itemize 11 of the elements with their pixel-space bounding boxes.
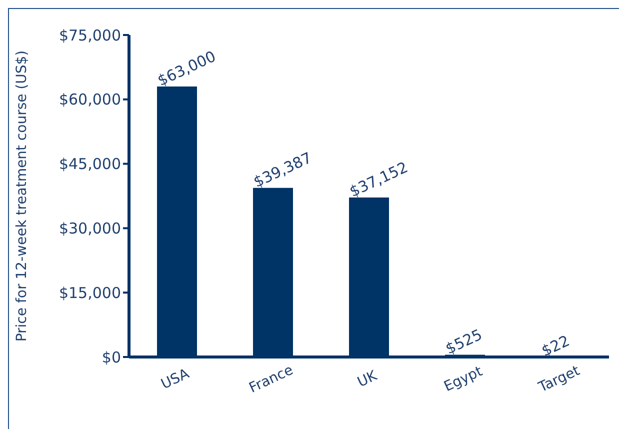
y-tick-label: $30,000 — [58, 220, 121, 238]
y-tick-label: $45,000 — [58, 155, 121, 174]
y-axis-title: Price for 12-week treatment course (US$) — [14, 50, 30, 342]
data-label: $22 — [538, 332, 572, 360]
y-tick-label: $60,000 — [58, 90, 121, 109]
y-tick-label: $0 — [102, 348, 121, 366]
data-label: $525 — [442, 326, 485, 358]
x-tick-label: USA — [158, 366, 192, 393]
x-tick-label: UK — [355, 368, 380, 391]
y-tick-label: $15,000 — [58, 284, 121, 302]
y-tick-label: $75,000 — [58, 26, 121, 44]
